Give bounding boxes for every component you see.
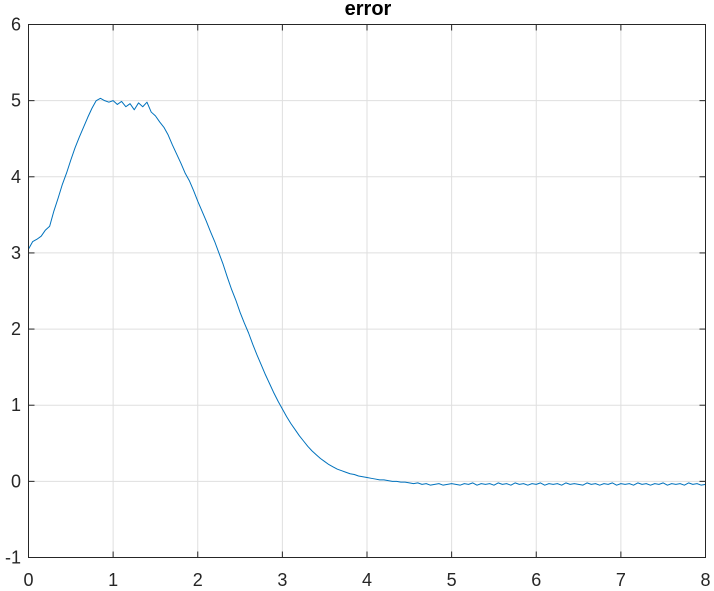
y-tick-label: 3 xyxy=(11,243,21,263)
y-tick-label: 5 xyxy=(11,91,21,111)
x-tick-label: 0 xyxy=(23,570,33,590)
x-tick-label: 1 xyxy=(108,570,118,590)
x-tick-label: 2 xyxy=(193,570,203,590)
y-tick-label: 0 xyxy=(11,471,21,491)
x-tick-label: 6 xyxy=(531,570,541,590)
x-tick-label: 7 xyxy=(616,570,626,590)
y-tick-label: 2 xyxy=(11,319,21,339)
x-tick-label: 3 xyxy=(277,570,287,590)
chart-title: error xyxy=(345,0,392,20)
y-tick-label: 6 xyxy=(11,15,21,35)
series-line-error xyxy=(28,97,706,486)
series-layer xyxy=(28,97,706,486)
x-tick-label: 4 xyxy=(362,570,372,590)
y-tick-label: 4 xyxy=(11,167,21,187)
y-tick-label: -1 xyxy=(5,548,21,568)
y-tick-label: 1 xyxy=(11,395,21,415)
x-tick-label: 8 xyxy=(700,570,710,590)
x-tick-label: 5 xyxy=(447,570,457,590)
